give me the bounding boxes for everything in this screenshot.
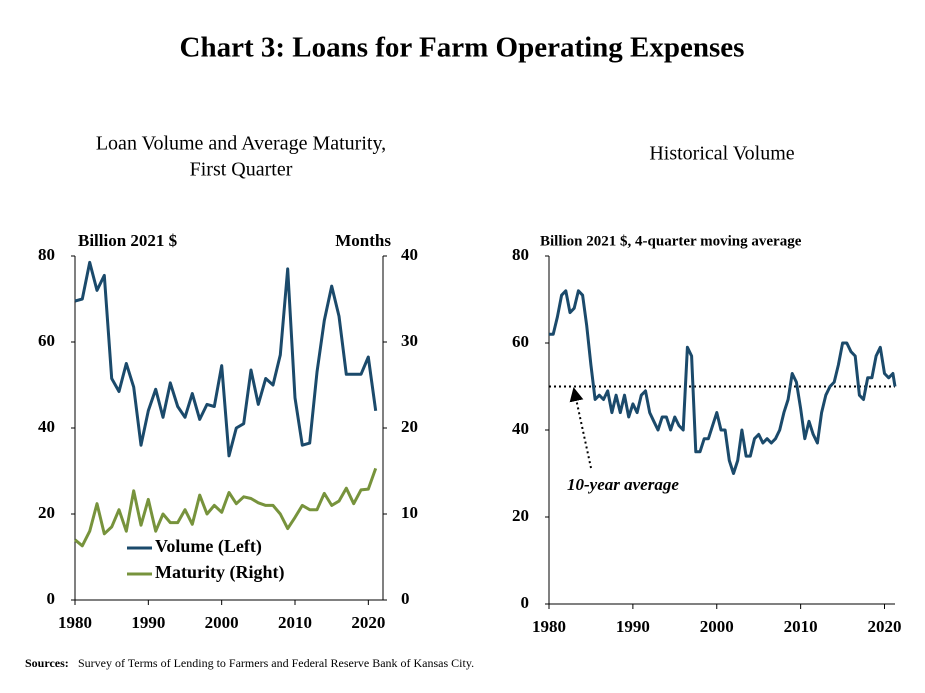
y-tick-label: 20 bbox=[38, 503, 55, 522]
x-tick-label: 2010 bbox=[784, 617, 818, 636]
y-tick-label: 0 bbox=[47, 589, 56, 608]
legend-label: Volume (Left) bbox=[155, 536, 262, 557]
y-tick-label: 60 bbox=[38, 331, 55, 350]
x-tick-label: 2010 bbox=[278, 613, 312, 632]
y2-tick-label: 30 bbox=[401, 331, 418, 350]
x-tick-label: 1980 bbox=[58, 613, 92, 632]
x-tick-label: 1980 bbox=[532, 617, 566, 636]
y2-tick-label: 0 bbox=[401, 589, 410, 608]
x-tick-label: 1990 bbox=[616, 617, 650, 636]
y-tick-label: 40 bbox=[38, 417, 55, 436]
series-line bbox=[549, 289, 897, 475]
subtitle: Loan Volume and Average Maturity, bbox=[96, 133, 386, 155]
y-tick-label: 60 bbox=[512, 332, 529, 351]
x-tick-label: 1990 bbox=[131, 613, 165, 632]
y-tick-label: 80 bbox=[38, 245, 55, 264]
x-tick-label: 2000 bbox=[205, 613, 239, 632]
annotation: 10-year average bbox=[567, 475, 679, 494]
y-axis-label: Billion 2021 $ bbox=[78, 231, 178, 250]
y-tick-label: 0 bbox=[521, 593, 530, 612]
y2-axis-label: Months bbox=[335, 231, 391, 250]
series-line bbox=[74, 260, 378, 458]
y2-tick-label: 10 bbox=[401, 503, 418, 522]
y2-tick-label: 20 bbox=[401, 417, 418, 436]
y-tick-label: 20 bbox=[512, 506, 529, 525]
series-line bbox=[74, 467, 378, 548]
source-text: Survey of Terms of Lending to Farmers an… bbox=[78, 656, 474, 670]
annotation-arrow bbox=[569, 387, 592, 469]
subtitle: First Quarter bbox=[190, 159, 293, 181]
x-tick-label: 2020 bbox=[868, 617, 902, 636]
y-tick-label: 80 bbox=[512, 245, 529, 264]
x-tick-label: 2020 bbox=[351, 613, 385, 632]
y-axis-label: Billion 2021 $, 4-quarter moving average bbox=[540, 233, 802, 249]
page-title: Chart 3: Loans for Farm Operating Expens… bbox=[180, 32, 745, 64]
legend-label: Maturity (Right) bbox=[155, 562, 284, 583]
source-label: Sources: bbox=[25, 656, 69, 670]
subtitle: Historical Volume bbox=[649, 143, 794, 165]
y2-tick-label: 40 bbox=[401, 245, 418, 264]
x-tick-label: 2000 bbox=[700, 617, 734, 636]
y-tick-label: 40 bbox=[512, 419, 529, 438]
